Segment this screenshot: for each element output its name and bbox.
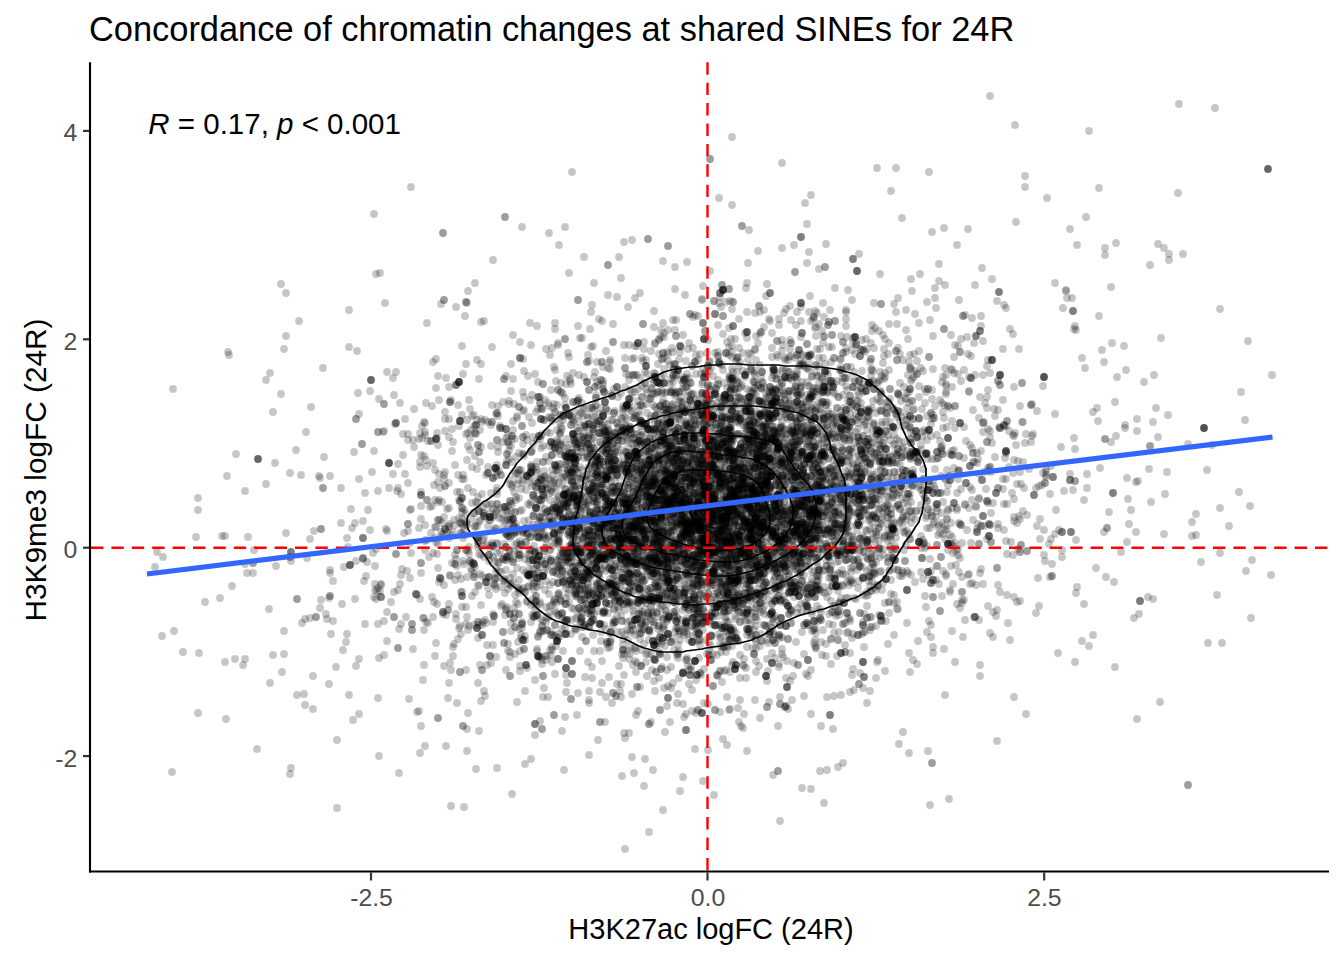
- svg-text:0.0: 0.0: [691, 884, 725, 911]
- svg-text:-2: -2: [55, 745, 77, 772]
- svg-text:H3K9me3 logFC (24R): H3K9me3 logFC (24R): [19, 318, 52, 621]
- svg-text:2.5: 2.5: [1027, 884, 1061, 911]
- svg-text:-2.5: -2.5: [350, 884, 393, 911]
- svg-text:4: 4: [63, 119, 77, 146]
- svg-text:2: 2: [63, 328, 77, 355]
- svg-text:R = 0.17, p < 0.001: R = 0.17, p < 0.001: [148, 107, 401, 140]
- svg-text:H3K27ac logFC (24R): H3K27ac logFC (24R): [568, 913, 853, 945]
- svg-text:Concordance of chromatin chang: Concordance of chromatin changes at shar…: [89, 10, 1014, 48]
- svg-text:0: 0: [63, 536, 77, 563]
